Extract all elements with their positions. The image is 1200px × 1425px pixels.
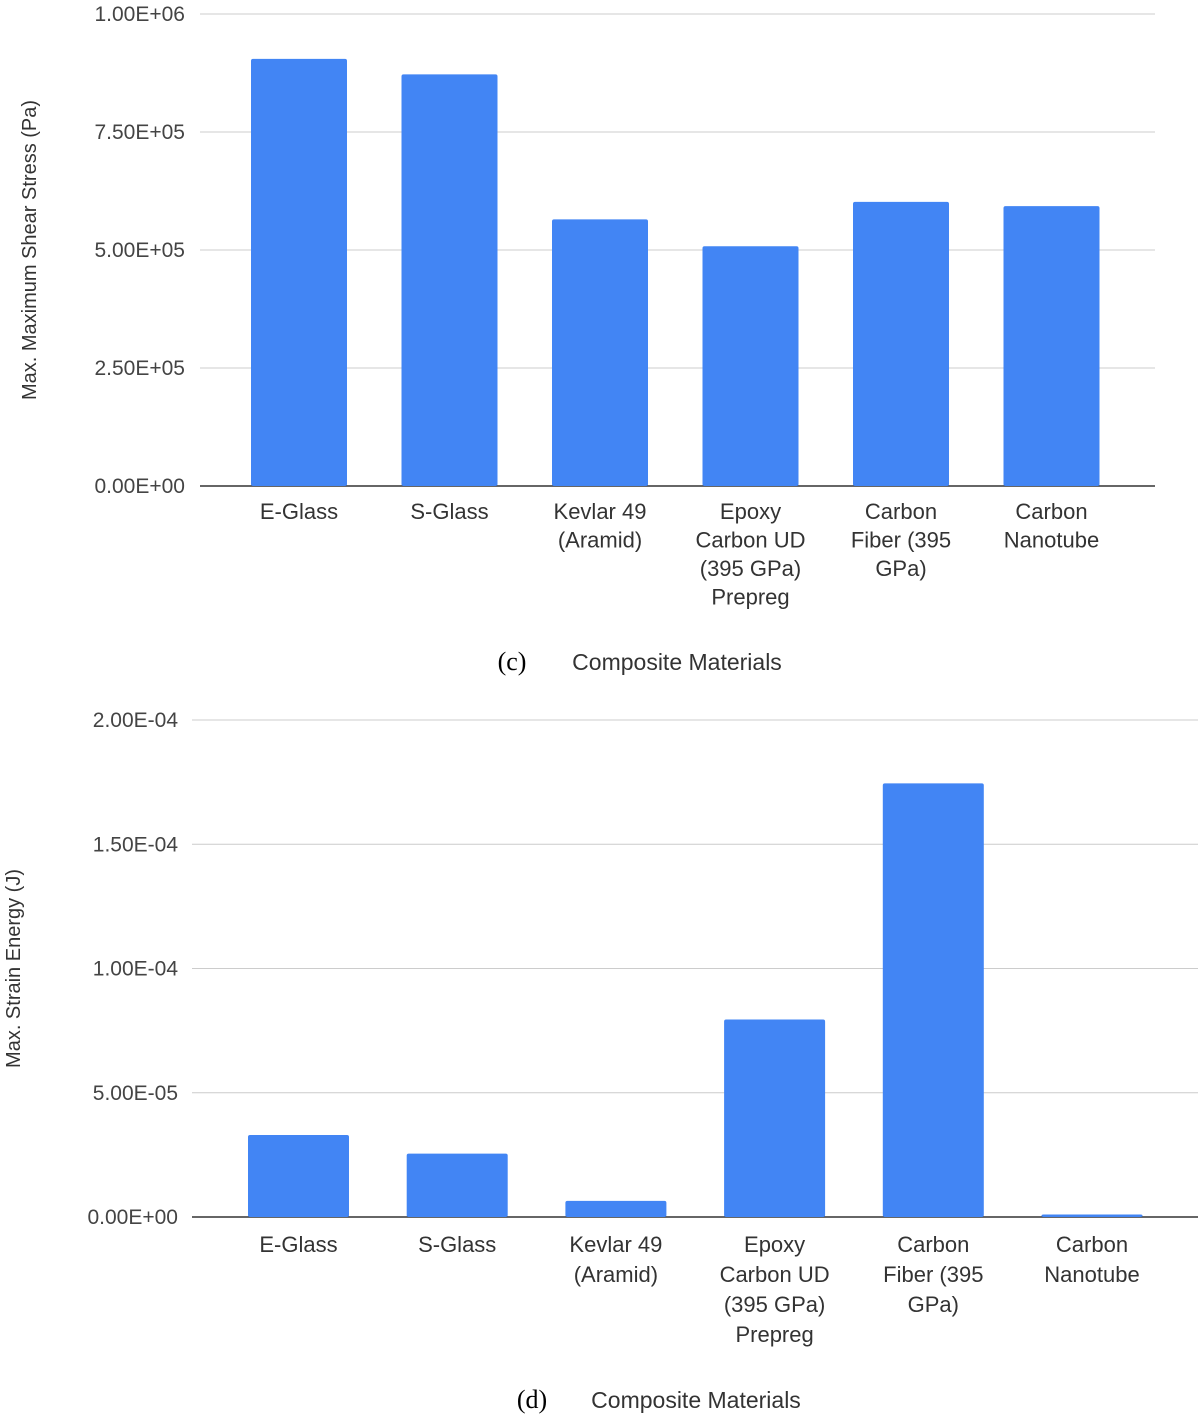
x-tick-label: S-Glass	[410, 499, 488, 524]
bar	[1041, 1214, 1143, 1217]
shear-stress-chart: 0.00E+00 2.50E+05 5.00E+05 7.50E+05 1.00E+06…	[19, 3, 1155, 676]
x-tick-label: Kevlar 49 (Aramid)	[569, 1232, 662, 1287]
y-tick-label: 2.00E-04	[93, 709, 179, 732]
bar	[1003, 206, 1100, 486]
x-tick-label: Kevlar 49 (Aramid)	[554, 499, 647, 553]
bar	[724, 1019, 826, 1217]
y-tick-label: 1.00E-04	[93, 958, 179, 981]
x-tick-label: Carbon Nanotube	[1044, 1232, 1139, 1287]
y-tick-label: 1.50E-04	[93, 833, 179, 856]
bar	[248, 1134, 349, 1217]
bar	[853, 201, 949, 486]
y-axis-label: Max. Maximum Shear Stress (Pa)	[19, 100, 41, 400]
bar	[401, 74, 498, 486]
x-tick-label: E-Glass	[259, 1232, 337, 1257]
y-axis-label: Max. Strain Energy (J)	[3, 869, 25, 1068]
bar	[565, 1200, 667, 1217]
x-tick-label: Carbon Nanotube	[1004, 499, 1099, 553]
bar	[882, 783, 984, 1217]
panel-label: (d)	[517, 1385, 547, 1414]
x-axis-label: Composite Materials	[572, 649, 782, 675]
bar	[406, 1153, 508, 1217]
y-tick-label: 2.50E+05	[94, 357, 185, 380]
bar	[251, 58, 347, 487]
y-tick-label: 7.50E+05	[94, 121, 185, 144]
y-tick-label: 5.00E-05	[93, 1082, 178, 1105]
panel-label: (c)	[498, 647, 527, 676]
x-tick-label: Epoxy Carbon UD (395 GPa) Prepreg	[720, 1232, 830, 1347]
x-tick-label: Carbon Fiber (395 GPa)	[883, 1232, 983, 1317]
x-axis-label: Composite Materials	[591, 1387, 801, 1413]
strain-energy-chart: 0.00E+00 5.00E-05 1.00E-04 1.50E-04 2.00E-04…	[3, 709, 1198, 1414]
x-tick-label: E-Glass	[260, 499, 338, 524]
y-tick-label: 0.00E+00	[94, 475, 185, 498]
y-tick-label: 5.00E+05	[94, 239, 185, 262]
bar	[552, 219, 648, 486]
bar	[702, 246, 799, 486]
y-tick-label: 1.00E+06	[94, 3, 185, 26]
x-tick-label: Carbon Fiber (395 GPa)	[851, 499, 951, 581]
y-tick-label: 0.00E+00	[87, 1206, 178, 1229]
x-tick-label: Epoxy Carbon UD (395 GPa) Prepreg	[695, 499, 805, 610]
x-tick-label: S-Glass	[418, 1232, 496, 1257]
